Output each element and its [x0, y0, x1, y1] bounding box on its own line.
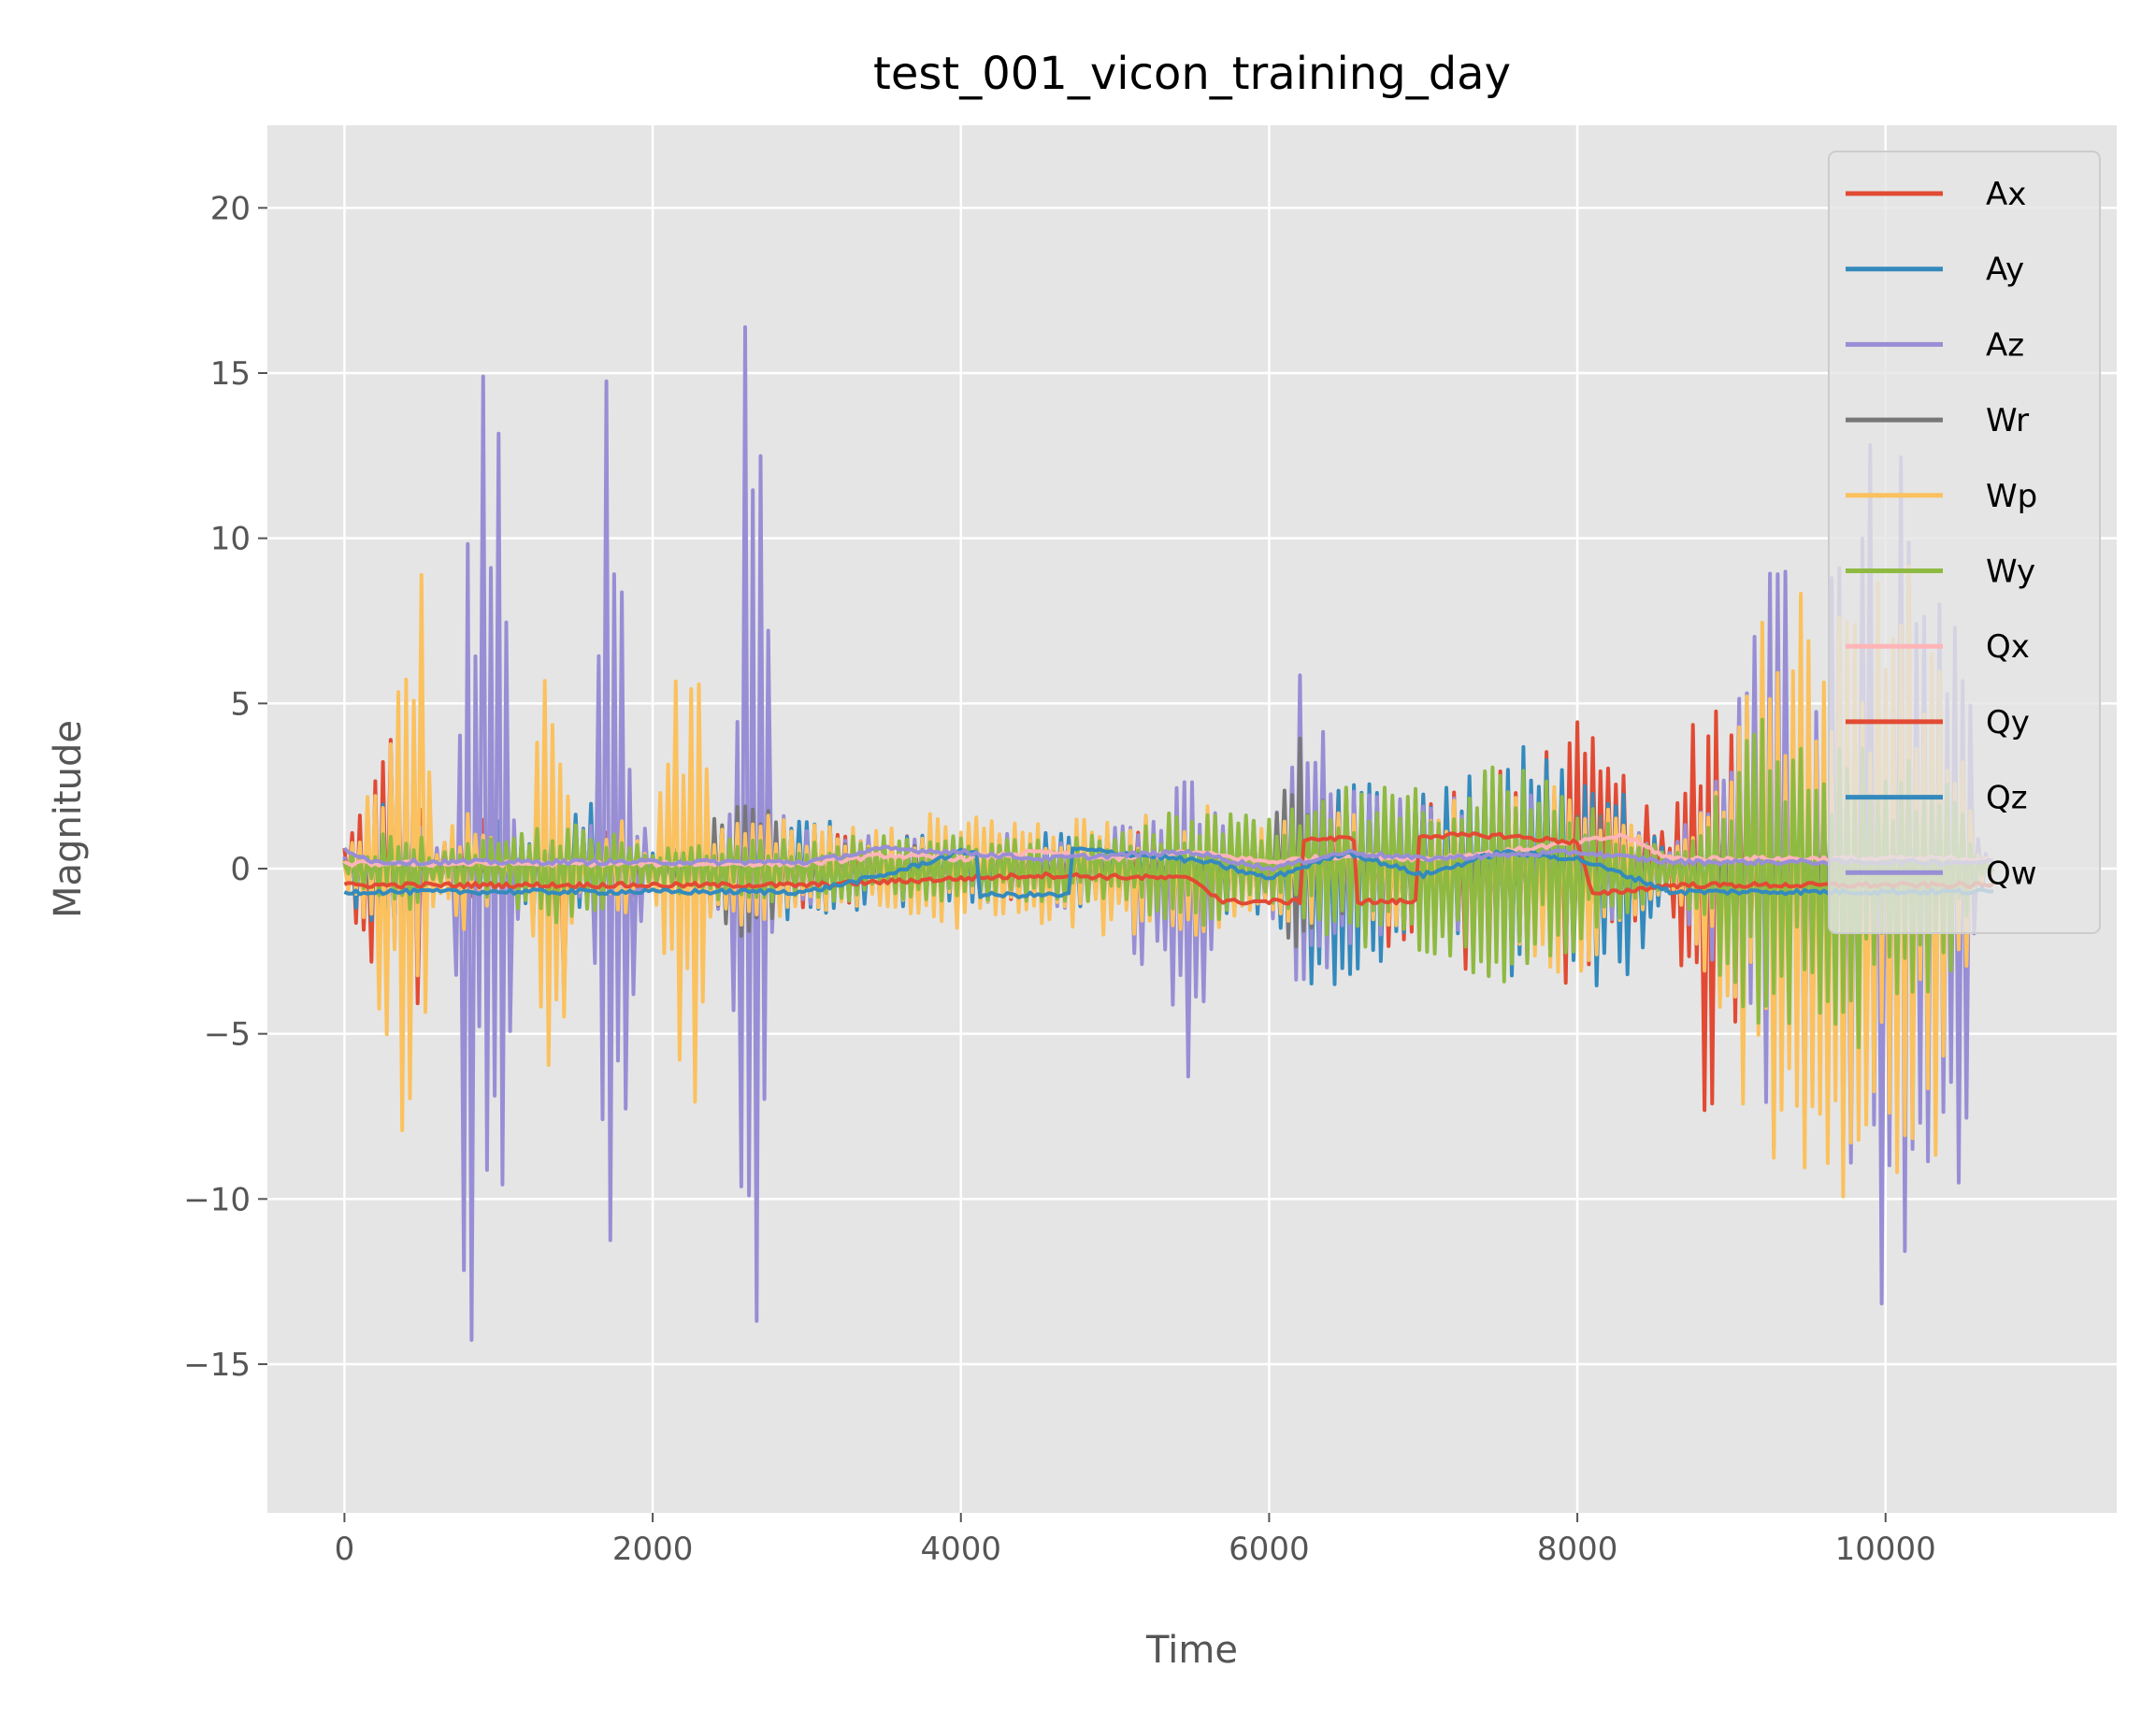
legend-label-ay: Ay [1986, 252, 2024, 289]
x-tick-label: 0 [335, 1531, 355, 1568]
legend-box [1828, 151, 2101, 934]
y-axis-ticks: −15 −10 −5 0 5 10 15 20 [183, 190, 267, 1384]
y-tick-label: −10 [183, 1181, 251, 1218]
x-tick-label: 6000 [1229, 1531, 1310, 1568]
series-line-qw [342, 844, 1995, 872]
legend-label-qx: Qx [1986, 628, 2030, 666]
legend-items: Ax Ay Az Wr Wp Wy Qx Qy Qz Qw [1846, 176, 2037, 892]
x-tick-label: 2000 [612, 1531, 694, 1568]
legend-label-ax: Ax [1986, 176, 2026, 213]
x-tick-label: 10000 [1835, 1531, 1936, 1568]
y-tick-label: −5 [204, 1016, 251, 1054]
series-layer [342, 324, 1995, 1343]
x-tick-label: 8000 [1537, 1531, 1618, 1568]
legend-label-wy: Wy [1986, 554, 2035, 591]
series-line-qz [343, 846, 1994, 899]
x-tick-label: 4000 [920, 1531, 1001, 1568]
y-tick-label: 10 [210, 521, 251, 558]
series-line-qy [343, 831, 1995, 906]
chart-title: test_001_vicon_training_day [873, 48, 1511, 100]
y-tick-label: −15 [183, 1346, 251, 1384]
x-axis-title: Time [1145, 1629, 1238, 1672]
legend-label-wr: Wr [1986, 402, 2029, 439]
legend-label-az: Az [1986, 326, 2024, 364]
y-axis-title: Magnitude [47, 720, 90, 918]
legend-label-wp: Wp [1986, 478, 2037, 515]
y-tick-label: 20 [210, 190, 251, 227]
y-tick-label: 15 [210, 355, 251, 393]
legend-label-qz: Qz [1986, 780, 2028, 817]
y-tick-label: 0 [230, 851, 251, 888]
y-tick-label: 5 [230, 685, 251, 723]
legend-label-qw: Qw [1986, 855, 2037, 892]
series-line-wy [342, 717, 1995, 1050]
x-axis-ticks: 0 2000 4000 6000 8000 10000 [335, 1513, 1936, 1568]
legend-label-qy: Qy [1986, 704, 2030, 741]
legend: Ax Ay Az Wr Wp Wy Qx Qy Qz Qw [1828, 151, 2101, 934]
